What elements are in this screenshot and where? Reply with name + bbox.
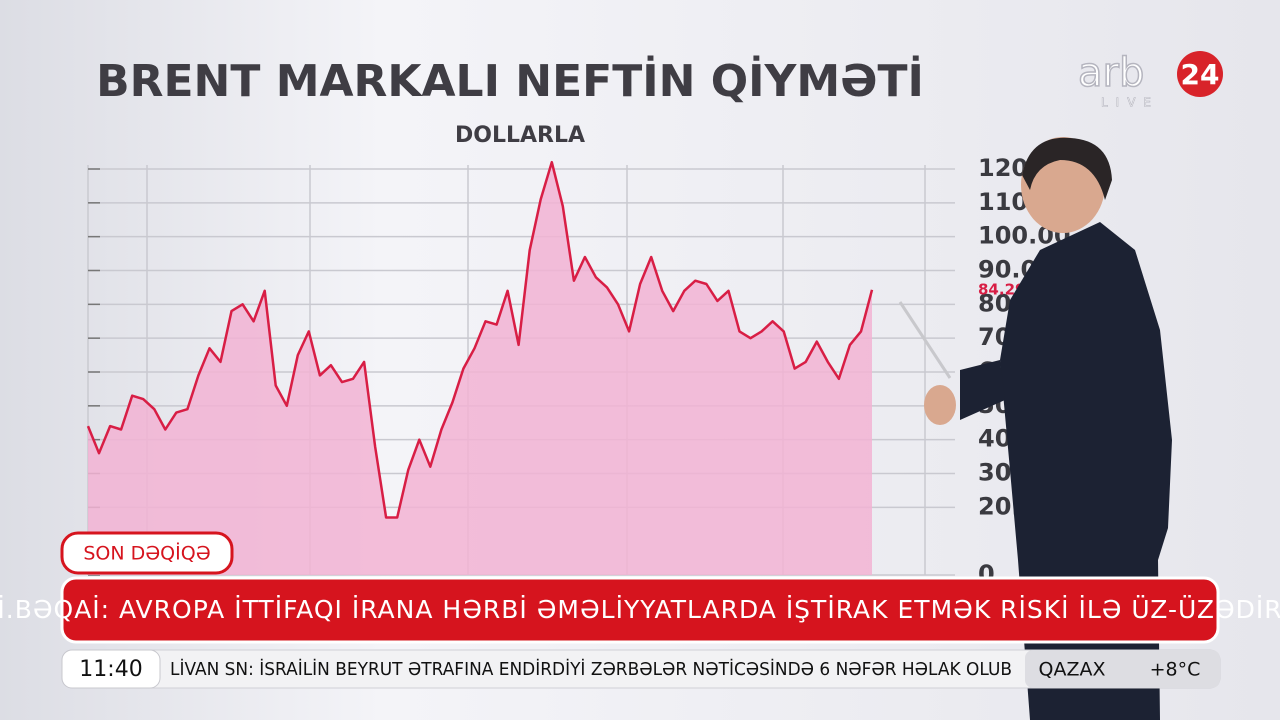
time-box (61, 649, 161, 689)
city: QAZAX (1039, 659, 1106, 681)
presenter-hair (1022, 137, 1112, 200)
ticker: İ.BƏQAİ: AVROPA İTTİFAQI İRANA HƏRBİ ƏMƏ… (0, 531, 1280, 689)
line (86, 160, 874, 519)
clicker (898, 301, 952, 379)
headline-bar (60, 576, 1220, 644)
badge-text: SON DƏQİQƏ (83, 542, 210, 565)
presenter-arm (960, 360, 1005, 420)
logo-name: arb (1078, 50, 1144, 96)
logo: arb 24 LIVE (1077, 49, 1223, 110)
time: 11:40 (79, 657, 142, 682)
headline: İ.BƏQAİ: AVROPA İTTİFAQI İRANA HƏRBİ ƏMƏ… (0, 595, 1280, 624)
area (88, 162, 872, 575)
presenter-body (1000, 222, 1172, 720)
crawl: LİVAN SN: İSRAİLİN BEYRUT ƏTRAFINA ENDİR… (170, 659, 1012, 680)
logo-number: 24 (1181, 58, 1220, 91)
badge (60, 531, 234, 575)
logo-tag: LIVE (1101, 96, 1159, 110)
last-value-label: 84.29 (978, 280, 1025, 298)
logo-circle (1177, 51, 1223, 97)
temperature: +8°C (1150, 659, 1201, 681)
chart-title: BRENT MARKALI NEFTİN QİYMƏTİ (96, 54, 924, 107)
presenter-hand (924, 385, 956, 425)
weather-box (1025, 650, 1220, 688)
chart-subtitle: DOLLARLA (455, 123, 585, 148)
